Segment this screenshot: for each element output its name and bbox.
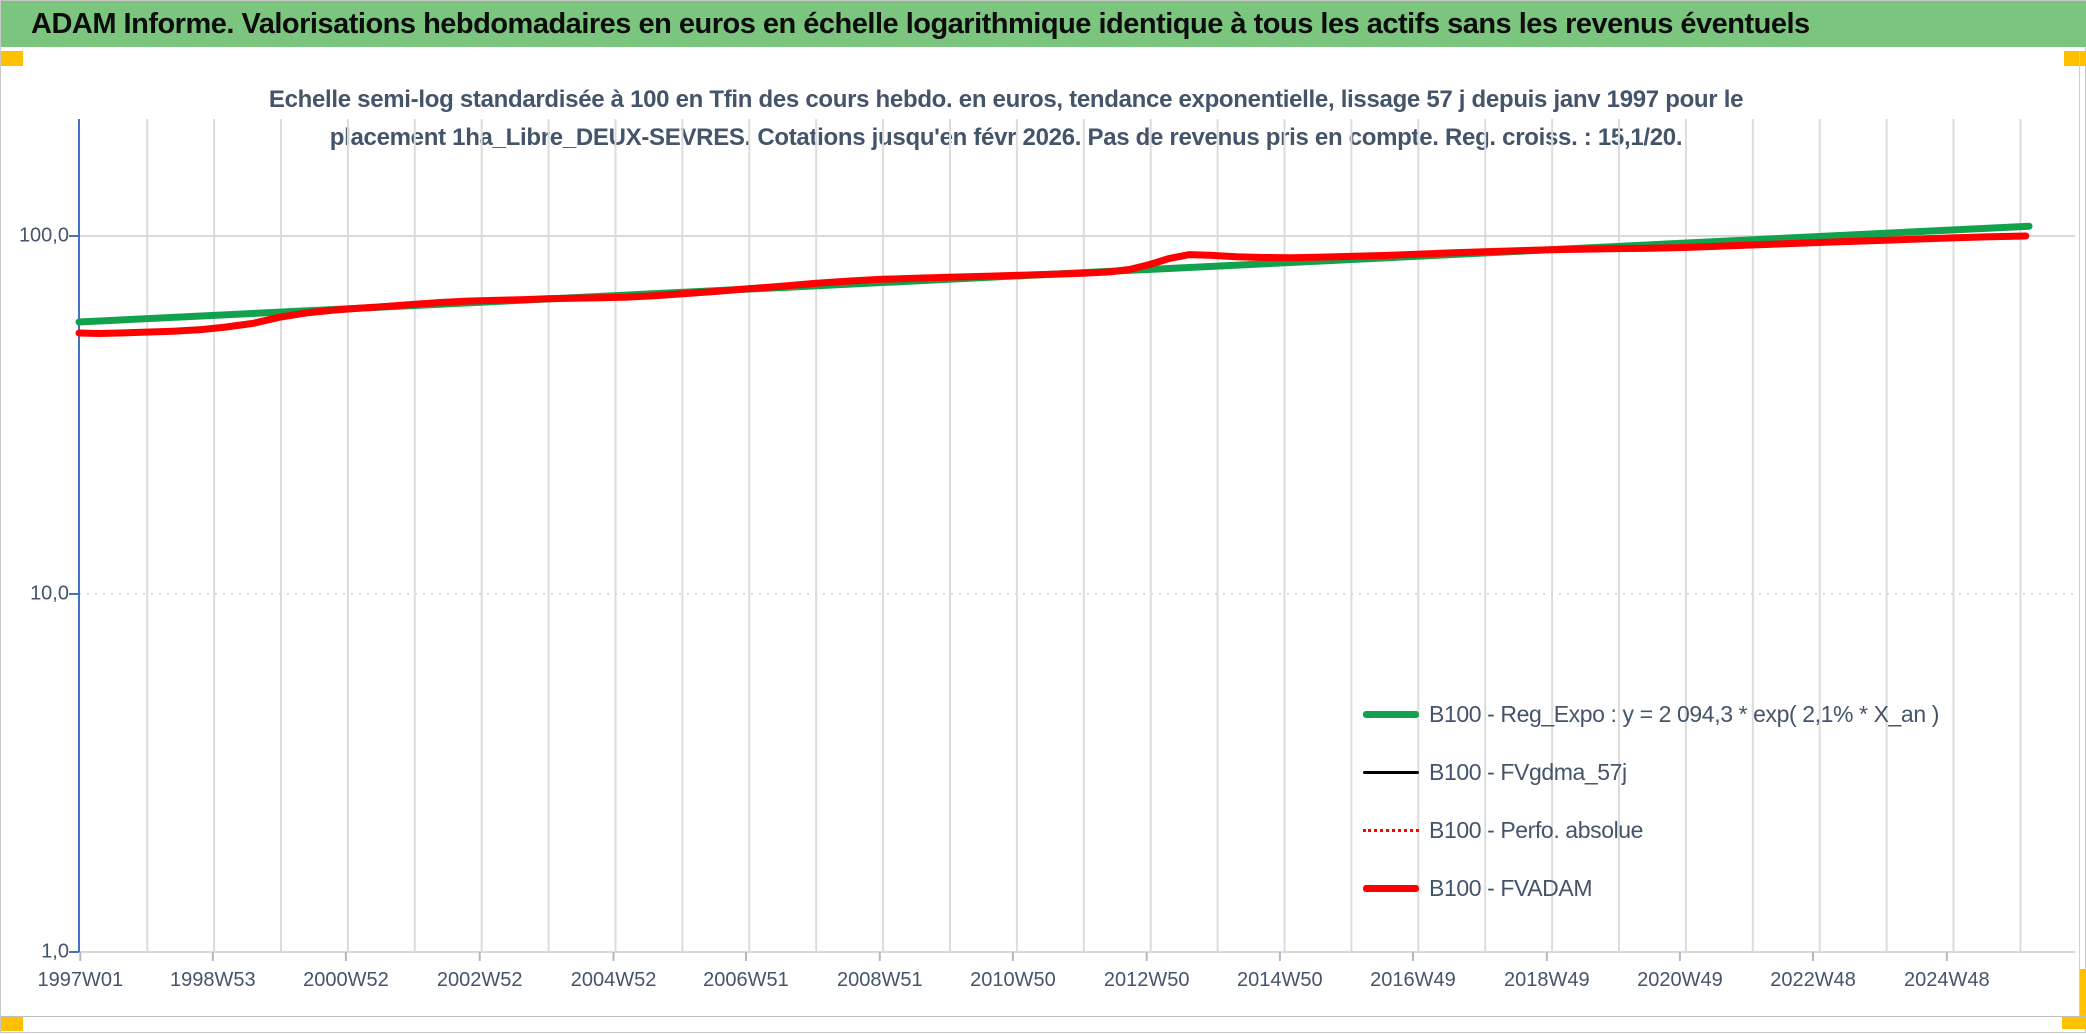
legend-line-sample <box>1363 770 1419 774</box>
x-tick-label: 2006W51 <box>703 969 789 991</box>
corner-marker-bottom-left <box>1 1017 23 1031</box>
x-tick-label: 2024W48 <box>1904 969 1990 991</box>
x-tick-label: 2004W52 <box>570 969 657 991</box>
x-tick-label: 2022W48 <box>1770 969 1856 991</box>
x-tick-label: 2008W51 <box>836 969 923 991</box>
chart-legend: B100 - Reg_Expo : y = 2 094,3 * exp( 2,1… <box>1363 685 1939 917</box>
x-tick-label: 2010W50 <box>970 969 1056 991</box>
x-tick-label: 2020W49 <box>1637 969 1723 991</box>
x-tick-label: 2014W50 <box>1237 969 1323 991</box>
x-tick-label: 2002W52 <box>436 969 523 991</box>
series-line <box>78 235 2027 335</box>
legend-line-sample <box>1363 828 1419 832</box>
legend-item: B100 - FVADAM <box>1363 859 1939 917</box>
legend-item: B100 - Reg_Expo : y = 2 094,3 * exp( 2,1… <box>1363 685 1939 743</box>
sheet-bottom-border <box>1 1016 2086 1017</box>
legend-label: B100 - Perfo. absolue <box>1429 816 1644 843</box>
x-tick-label: 1997W01 <box>37 969 124 991</box>
legend-item: B100 - Perfo. absolue <box>1363 801 1939 859</box>
x-tick-label: 2016W49 <box>1370 969 1456 991</box>
legend-label: B100 - FVgdma_57j <box>1429 758 1627 785</box>
page-title: ADAM Informe. Valorisations hebdomadaire… <box>31 7 1810 40</box>
series-line <box>77 234 2028 335</box>
legend-label: B100 - FVADAM <box>1429 874 1593 901</box>
right-edge-marker <box>2079 969 2086 1019</box>
sheet-right-border <box>2079 51 2080 1017</box>
chart-title: Echelle semi-log standardisée à 100 en T… <box>1 81 2011 157</box>
series-line <box>75 232 2030 337</box>
x-tick-label: 1998W53 <box>169 969 256 991</box>
legend-item: B100 - FVgdma_57j <box>1363 743 1939 801</box>
x-tick-label: 2012W50 <box>1103 969 1190 991</box>
x-tick-label: 2018W49 <box>1503 969 1590 991</box>
y-tick-label: 100,0 <box>18 224 69 247</box>
y-tick-label: 10,0 <box>30 582 69 605</box>
legend-label: B100 - Reg_Expo : y = 2 094,3 * exp( 2,1… <box>1429 700 1939 727</box>
corner-marker-top-right <box>2064 51 2086 66</box>
corner-marker-bottom-right <box>2062 1017 2086 1029</box>
y-tick-label: 1,0 <box>41 940 69 963</box>
legend-line-sample <box>1363 710 1419 718</box>
x-tick-label: 2000W52 <box>303 969 389 991</box>
chart-title-line1: Echelle semi-log standardisée à 100 en T… <box>268 86 1744 113</box>
chart-title-line2: placement 1ha_Libre_DEUX-SEVRES. Cotatio… <box>329 124 1683 151</box>
page-header-bar: ADAM Informe. Valorisations hebdomadaire… <box>1 1 2086 47</box>
corner-marker-top-left <box>1 51 23 66</box>
legend-line-sample <box>1363 884 1419 892</box>
